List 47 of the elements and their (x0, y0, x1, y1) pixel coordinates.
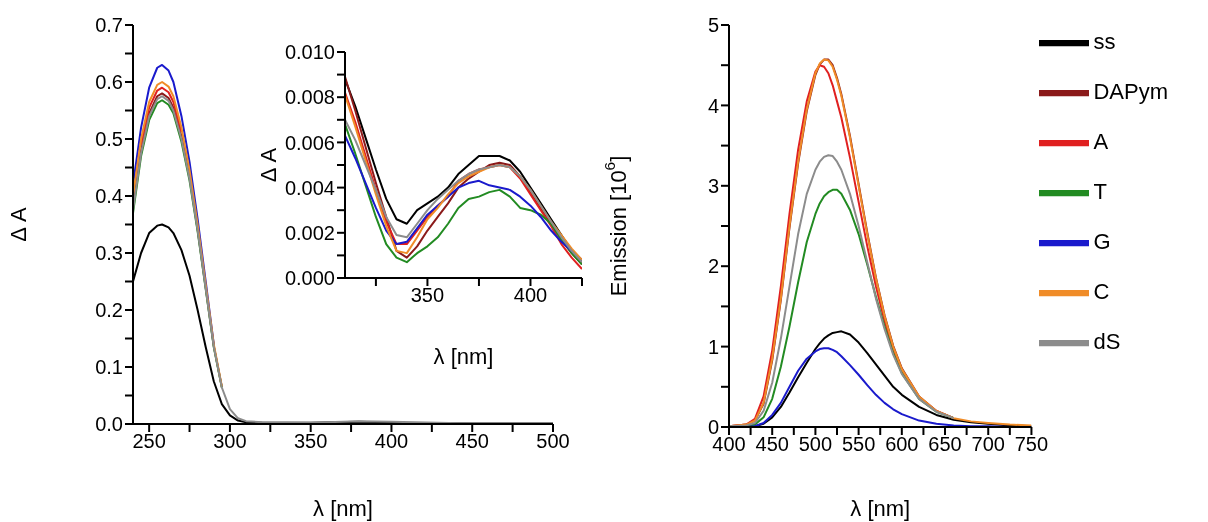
y-tick-label: 0.002 (284, 221, 335, 244)
y-tick-label: 3 (707, 174, 719, 197)
y-tick-label: 0.006 (284, 131, 335, 154)
legend-label: A (1093, 128, 1109, 154)
y-axis-title: Δ A (5, 207, 31, 242)
y-tick-label: 5 (707, 14, 719, 37)
y-tick-label: 0.010 (284, 41, 335, 64)
x-tick-label: 400 (513, 284, 548, 307)
x-tick-label: 300 (213, 430, 247, 453)
y-tick-label: 2 (707, 255, 719, 278)
x-tick-label: 250 (132, 430, 166, 453)
x-tick-label: 600 (885, 433, 919, 456)
x-tick-label: 350 (294, 430, 328, 453)
y-axis-title: Δ A (255, 147, 281, 183)
y-tick-label: 0.2 (95, 299, 123, 322)
x-tick-label: 550 (841, 433, 876, 456)
legend-label: G (1093, 228, 1111, 254)
y-tick-label: 0.000 (284, 267, 335, 290)
y-tick-label: 0.004 (284, 176, 335, 199)
y-tick-label: 4 (707, 94, 719, 117)
y-tick-label: 0.4 (95, 185, 123, 208)
x-tick-label: 750 (1014, 433, 1049, 456)
y-tick-label: 0.3 (95, 242, 123, 265)
line-series (140, 86, 183, 146)
x-tick-label: 450 (455, 430, 489, 453)
y-tick-label: 0.7 (95, 14, 123, 37)
x-axis-title: λ [nm] (313, 496, 373, 521)
x-tick-label: 400 (374, 430, 409, 453)
y-tick-label: 0.008 (284, 86, 335, 109)
x-axis-title: λ [nm] (850, 496, 911, 521)
x-tick-label: 650 (928, 433, 962, 456)
legend-label: T (1093, 178, 1107, 204)
x-tick-label: 450 (755, 433, 789, 456)
y-tick-label: 1 (707, 335, 719, 358)
x-tick-label: 500 (536, 430, 570, 453)
legend-label: C (1093, 278, 1110, 304)
x-axis-title: λ [nm] (433, 344, 494, 369)
y-tick-label: 0.6 (95, 71, 123, 94)
y-tick-label: 0.0 (95, 413, 123, 436)
x-tick-label: 500 (798, 433, 833, 456)
y-tick-label: 0.1 (95, 356, 123, 379)
y-tick-label: 0.5 (95, 128, 123, 151)
x-tick-label: 700 (971, 433, 1005, 456)
legend-label: dS (1093, 328, 1121, 354)
legend-label: ss (1093, 28, 1116, 54)
legend-label: DAPym (1093, 78, 1168, 104)
x-tick-label: 350 (410, 284, 445, 307)
